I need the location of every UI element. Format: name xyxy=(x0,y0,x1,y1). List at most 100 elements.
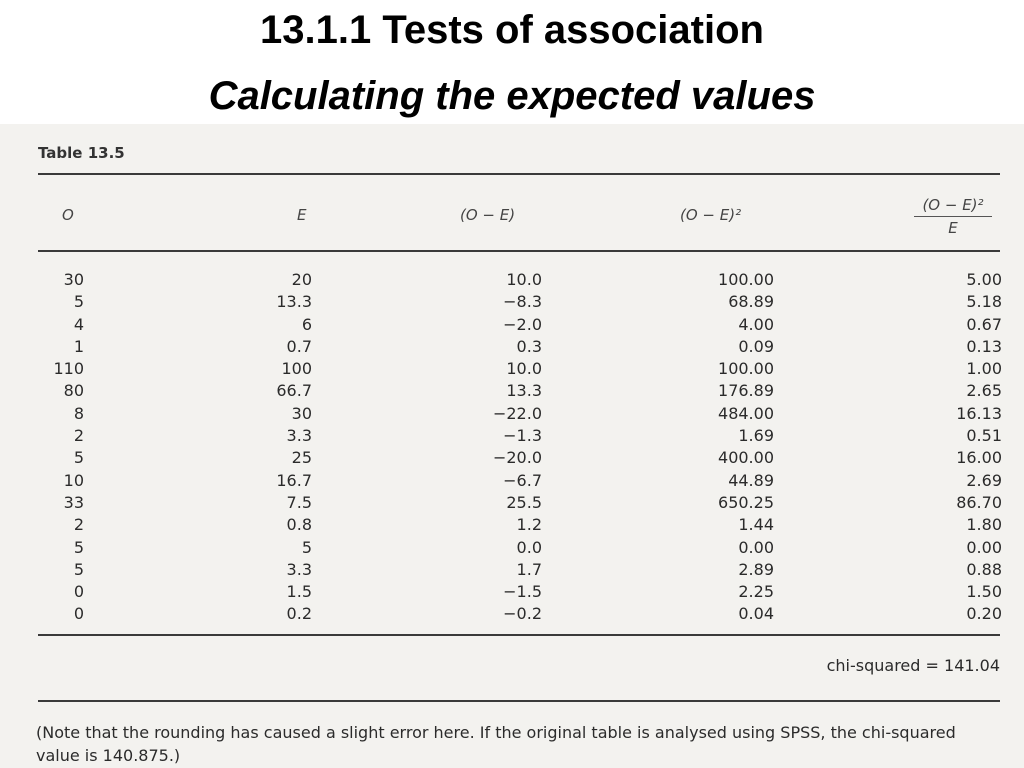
cell-difference: 1.2 xyxy=(516,515,542,535)
table-row: 110 100 10.0 100.00 1.00 xyxy=(0,358,1024,380)
slide-subtitle: Calculating the expected values xyxy=(208,74,816,118)
cell-expected: 30 xyxy=(291,403,312,423)
table-row: 5 13.3 −8.3 68.89 5.18 xyxy=(0,291,1024,313)
cell-observed: 0 xyxy=(73,604,84,624)
cell-difference: 1.7 xyxy=(516,559,542,579)
cell-chi-contribution: 0.00 xyxy=(966,537,1002,557)
cell-difference: 10.0 xyxy=(506,359,542,379)
cell-chi-contribution: 16.13 xyxy=(956,403,1002,423)
cell-expected: 0.7 xyxy=(286,336,312,356)
scanned-table-image: Table 13.5 O E (O − E) (O − E)² (O − E)²… xyxy=(0,124,1024,768)
header-observed: O xyxy=(62,206,74,224)
cell-difference: −22.0 xyxy=(492,403,542,423)
table-row: 2 0.8 1.2 1.44 1.80 xyxy=(0,514,1024,536)
cell-difference-squared: 0.00 xyxy=(738,537,774,557)
cell-chi-contribution: 1.50 xyxy=(966,582,1002,602)
cell-expected: 3.3 xyxy=(286,426,312,446)
cell-difference: −1.3 xyxy=(503,426,542,446)
cell-difference: −0.2 xyxy=(503,604,542,624)
table-body: 30 20 10.0 100.00 5.00 5 13.3 −8.3 68.89 5.18 4 6 −2… xyxy=(0,269,1024,626)
cell-observed: 1 xyxy=(73,336,84,356)
cell-observed: 33 xyxy=(63,492,84,512)
cell-difference-squared: 68.89 xyxy=(728,292,774,312)
cell-difference-squared: 176.89 xyxy=(718,381,774,401)
cell-chi-contribution: 0.20 xyxy=(966,604,1002,624)
cell-expected: 13.3 xyxy=(276,292,312,312)
cell-difference-squared: 2.89 xyxy=(738,559,774,579)
table-row: 0 0.2 −0.2 0.04 0.20 xyxy=(0,603,1024,625)
cell-difference: 10.0 xyxy=(506,270,542,289)
table-row: 8 30 −22.0 484.00 16.13 xyxy=(0,403,1024,425)
table-row: 0 1.5 −1.5 2.25 1.50 xyxy=(0,581,1024,603)
table-row: 5 5 0.0 0.00 0.00 xyxy=(0,537,1024,559)
cell-chi-contribution: 5.00 xyxy=(966,270,1002,289)
cell-observed: 10 xyxy=(63,470,84,490)
cell-observed: 5 xyxy=(73,559,84,579)
table-row: 5 3.3 1.7 2.89 0.88 xyxy=(0,559,1024,581)
table-end-rule xyxy=(38,700,1000,702)
header-difference: (O − E) xyxy=(460,206,516,224)
cell-difference-squared: 2.25 xyxy=(738,582,774,602)
cell-chi-contribution: 16.00 xyxy=(956,448,1002,468)
table-row: 80 66.7 13.3 176.89 2.65 xyxy=(0,380,1024,402)
slide-title: 13.1.1 Tests of association xyxy=(260,8,764,52)
cell-expected: 3.3 xyxy=(286,559,312,579)
cell-difference: −20.0 xyxy=(492,448,542,468)
cell-observed: 110 xyxy=(53,359,84,379)
cell-expected: 16.7 xyxy=(276,470,312,490)
chi-squared-total: chi-squared = 141.04 xyxy=(826,656,1000,675)
header-chi-denominator: E xyxy=(948,219,958,237)
cell-expected: 66.7 xyxy=(276,381,312,401)
cell-expected: 20 xyxy=(291,270,312,289)
table-row: 30 20 10.0 100.00 5.00 xyxy=(0,269,1024,291)
cell-observed: 4 xyxy=(73,314,84,334)
cell-chi-contribution: 5.18 xyxy=(966,292,1002,312)
cell-observed: 80 xyxy=(63,381,84,401)
cell-chi-contribution: 0.51 xyxy=(966,426,1002,446)
cell-chi-contribution: 2.65 xyxy=(966,381,1002,401)
cell-expected: 25 xyxy=(291,448,312,468)
cell-difference-squared: 650.25 xyxy=(718,492,774,512)
cell-difference-squared: 0.09 xyxy=(738,336,774,356)
table-row: 2 3.3 −1.3 1.69 0.51 xyxy=(0,425,1024,447)
cell-expected: 5 xyxy=(301,537,312,557)
cell-observed: 8 xyxy=(73,403,84,423)
table-row: 5 25 −20.0 400.00 16.00 xyxy=(0,447,1024,469)
cell-difference-squared: 100.00 xyxy=(718,359,774,379)
cell-difference: −1.5 xyxy=(503,582,542,602)
cell-observed: 0 xyxy=(73,582,84,602)
cell-expected: 6 xyxy=(301,314,312,334)
cell-difference: 0.0 xyxy=(516,537,542,557)
cell-observed: 5 xyxy=(73,448,84,468)
table-row: 1 0.7 0.3 0.09 0.13 xyxy=(0,336,1024,358)
cell-difference-squared: 1.44 xyxy=(738,515,774,535)
cell-observed: 30 xyxy=(63,270,84,289)
cell-observed: 5 xyxy=(73,292,84,312)
table-row: 10 16.7 −6.7 44.89 2.69 xyxy=(0,470,1024,492)
table-note: (Note that the rounding has caused a sli… xyxy=(36,723,956,765)
header-chi-numerator: (O − E)² xyxy=(922,196,984,214)
cell-chi-contribution: 0.67 xyxy=(966,314,1002,334)
cell-chi-contribution: 0.13 xyxy=(966,336,1002,356)
cell-expected: 0.8 xyxy=(286,515,312,535)
cell-difference-squared: 1.69 xyxy=(738,426,774,446)
cell-expected: 0.2 xyxy=(286,604,312,624)
cell-difference-squared: 400.00 xyxy=(718,448,774,468)
cell-expected: 7.5 xyxy=(286,492,312,512)
cell-observed: 2 xyxy=(73,426,84,446)
cell-chi-contribution: 0.88 xyxy=(966,559,1002,579)
cell-chi-contribution: 2.69 xyxy=(966,470,1002,490)
table-row: 4 6 −2.0 4.00 0.67 xyxy=(0,314,1024,336)
cell-expected: 100 xyxy=(281,359,312,379)
header-fraction-bar xyxy=(914,216,992,217)
cell-difference-squared: 0.04 xyxy=(738,604,774,624)
cell-chi-contribution: 1.00 xyxy=(966,359,1002,379)
table-top-rule xyxy=(38,173,1000,175)
cell-chi-contribution: 1.80 xyxy=(966,515,1002,535)
cell-expected: 1.5 xyxy=(286,582,312,602)
cell-difference: 13.3 xyxy=(506,381,542,401)
cell-observed: 2 xyxy=(73,515,84,535)
cell-observed: 5 xyxy=(73,537,84,557)
table-row: 33 7.5 25.5 650.25 86.70 xyxy=(0,492,1024,514)
cell-difference-squared: 100.00 xyxy=(718,270,774,289)
